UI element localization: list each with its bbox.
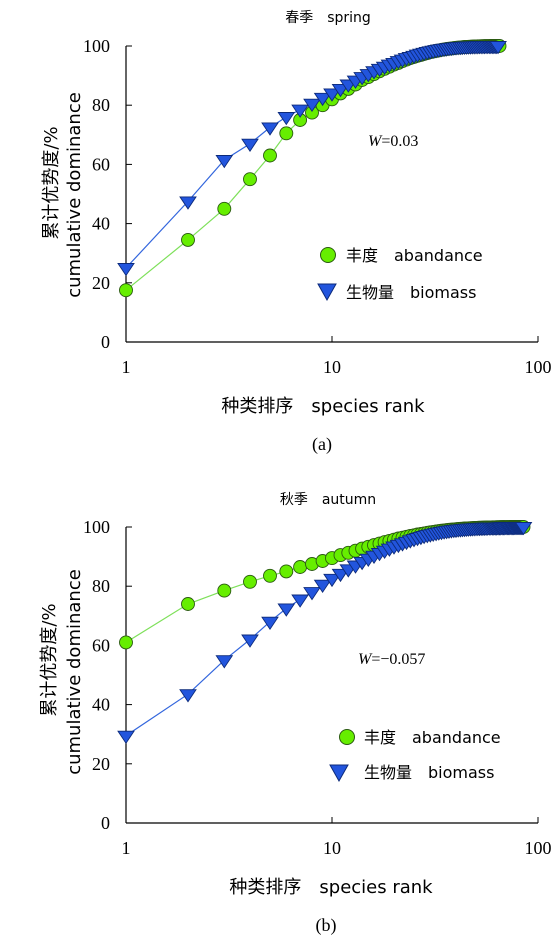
data-point-biomass: [277, 603, 296, 617]
legend-marker-biomass: [329, 764, 349, 783]
data-point-abundance: [263, 568, 277, 583]
data-point-biomass: [179, 196, 197, 210]
chart-autumn: 秋季 autumn 累计优势度/% cumulative dominance 0…: [39, 492, 552, 936]
x-tick-label: 1: [122, 838, 131, 858]
y-axis-label-en: cumulative dominance: [64, 92, 85, 298]
data-point-abundance: [119, 635, 133, 650]
data-point-biomass: [241, 138, 259, 153]
data-point-biomass: [323, 573, 341, 588]
y-tick-label: 40: [92, 695, 110, 715]
legend-marker-abundance: [320, 247, 336, 263]
data-point-biomass: [313, 92, 332, 107]
y-axis-label-zh: 累计优势度/%: [41, 126, 62, 239]
data-point-abundance: [181, 597, 195, 611]
data-point-abundance: [263, 148, 277, 163]
data-point-biomass: [261, 122, 279, 136]
w-value: =0.03: [381, 133, 418, 150]
data-point-abundance: [279, 564, 294, 579]
data-point-biomass: [215, 655, 234, 669]
y-axis-label-zh: 累计优势度/%: [39, 603, 60, 716]
legend: 丰度 abandance 生物量 biomass: [317, 246, 483, 302]
y-tick-label: 100: [83, 36, 110, 56]
legend-label-biomass: 生物量 biomass: [364, 763, 494, 782]
data-point-biomass: [215, 155, 234, 169]
data-point-biomass: [331, 568, 350, 583]
data-point-abundance: [243, 172, 257, 187]
data-point-abundance: [279, 126, 294, 141]
data-point-abundance: [217, 583, 232, 598]
data-point-abundance: [293, 560, 308, 574]
data-point-biomass: [291, 594, 309, 608]
data-point-abundance: [243, 574, 257, 589]
chart-title: 秋季 autumn: [280, 492, 376, 508]
y-tick-label: 60: [92, 154, 110, 174]
data-point-biomass: [277, 112, 296, 126]
x-axis-label: 种类排序 species rank: [221, 396, 425, 417]
data-point-biomass: [303, 587, 321, 601]
x-axis-label: 种类排序 species rank: [229, 877, 433, 898]
legend-marker-abundance: [339, 729, 355, 745]
x-tick-label: 10: [323, 838, 341, 858]
legend-label-abundance: 丰度 abandance: [364, 728, 501, 747]
chart-spring: 春季 spring 累计优势度/% cumulative dominance 0…: [41, 10, 552, 455]
legend: 丰度 abandance 生物量 biomass: [329, 728, 501, 783]
data-point-abundance: [181, 232, 195, 247]
y-tick-label: 100: [83, 517, 110, 537]
data-point-biomass: [291, 104, 309, 118]
x-tick-label: 100: [525, 357, 552, 377]
data-point-biomass: [313, 579, 332, 594]
axes: 0 20 40 60 80 100 1 10 100: [83, 36, 552, 377]
data-point-biomass: [117, 263, 135, 277]
series-marks: [117, 520, 533, 745]
series-marks: [117, 39, 507, 298]
y-tick-label: 60: [92, 635, 110, 655]
figure-caption: (b): [316, 915, 337, 936]
series-line-biomass: [125, 45, 499, 269]
y-tick-label: 80: [92, 95, 110, 115]
y-axis-label-en: cumulative dominance: [64, 569, 85, 775]
data-point-abundance: [119, 283, 133, 298]
data-point-biomass: [303, 98, 321, 113]
chart-title: 春季 spring: [285, 10, 371, 26]
w-statistic: W=−0.057: [358, 651, 425, 668]
data-point-biomass: [179, 689, 197, 703]
w-symbol: W: [368, 133, 383, 150]
data-point-biomass: [323, 88, 341, 102]
x-tick-label: 100: [525, 838, 552, 858]
w-value: =−0.057: [371, 651, 425, 668]
axes: 0 20 40 60 80 100 1 10 100: [83, 517, 552, 858]
w-statistic: W=0.03: [368, 133, 418, 150]
y-tick-label: 40: [92, 214, 110, 234]
data-point-abundance: [217, 201, 232, 216]
data-point-biomass: [331, 83, 350, 98]
y-tick-label: 0: [101, 332, 110, 352]
data-point-biomass: [117, 730, 135, 745]
data-point-biomass: [261, 616, 279, 631]
data-point-biomass: [514, 522, 533, 536]
figure-caption: (a): [312, 434, 332, 455]
y-tick-label: 0: [101, 813, 110, 833]
legend-label-biomass: 生物量 biomass: [346, 283, 476, 302]
y-tick-label: 20: [92, 273, 110, 293]
data-point-biomass: [489, 41, 507, 55]
legend-marker-biomass: [317, 283, 337, 302]
legend-label-abundance: 丰度 abandance: [346, 246, 483, 265]
w-symbol: W: [358, 651, 373, 668]
y-tick-label: 20: [92, 754, 110, 774]
y-tick-label: 80: [92, 576, 110, 596]
data-point-biomass: [241, 634, 259, 648]
x-tick-label: 1: [122, 357, 131, 377]
x-tick-label: 10: [323, 357, 341, 377]
